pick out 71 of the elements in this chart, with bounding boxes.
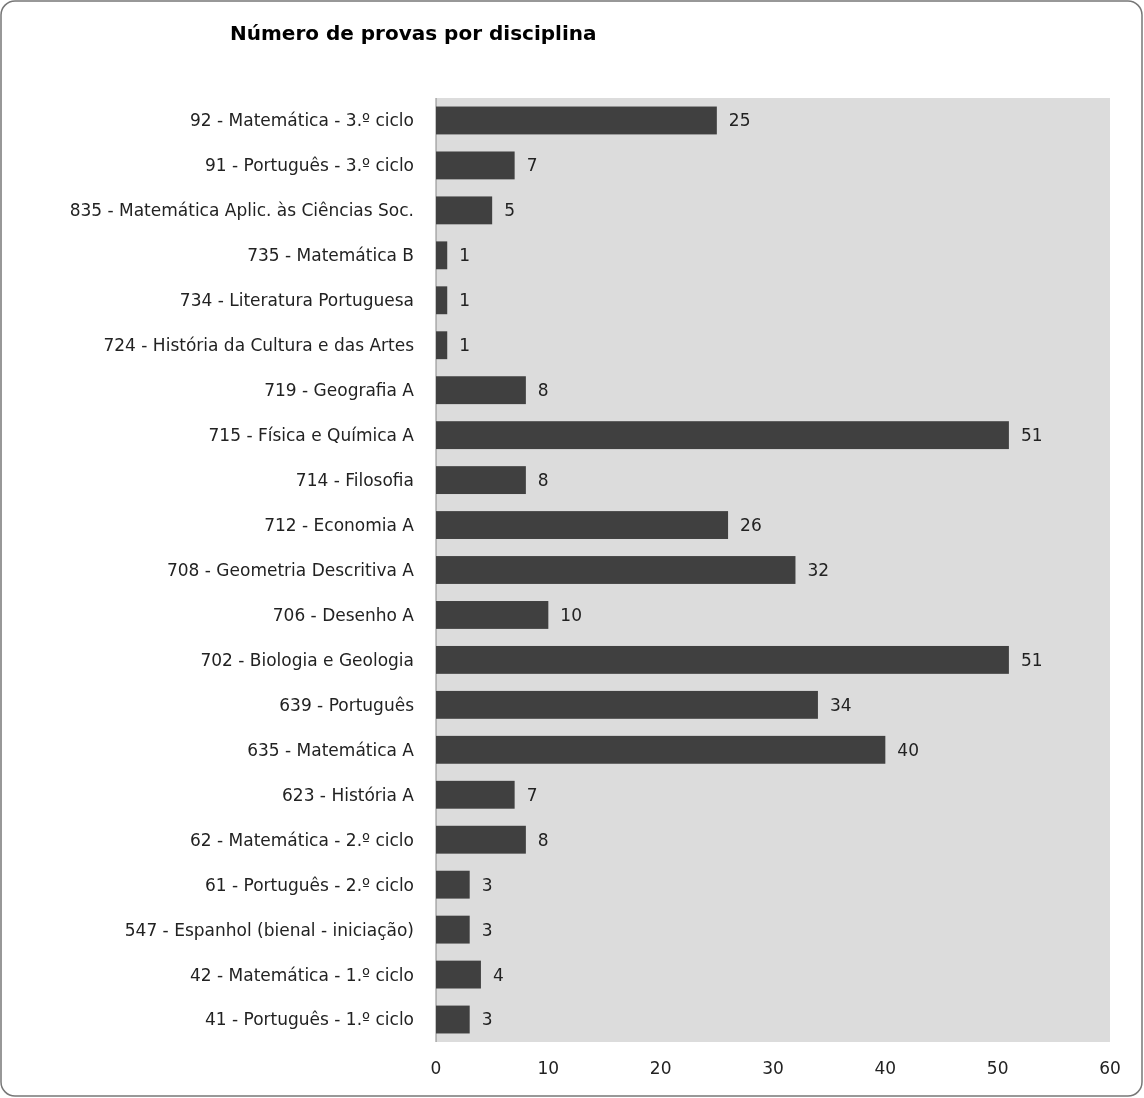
y-tick-label: 735 - Matemática B — [247, 245, 414, 266]
y-tick-label: 639 - Português — [279, 694, 415, 715]
bar — [436, 735, 886, 764]
y-tick-label: 835 - Matemática Aplic. às Ciências Soc. — [69, 200, 414, 221]
bar — [436, 1005, 470, 1034]
data-label: 8 — [537, 829, 549, 850]
bar — [436, 960, 481, 989]
bar — [436, 825, 526, 854]
y-tick-label: 712 - Economia A — [264, 515, 415, 535]
bar — [436, 601, 549, 629]
bar — [436, 780, 515, 809]
data-label: 3 — [481, 1009, 493, 1030]
data-label: 7 — [526, 155, 538, 176]
bar — [436, 421, 1009, 450]
y-tick-label: 623 - História A — [282, 784, 415, 805]
bar — [436, 915, 470, 944]
y-tick-label: 42 - Matemática - 1.º ciclo — [189, 964, 414, 985]
data-label: 26 — [740, 515, 762, 535]
y-tick-label: 635 - Matemática A — [247, 739, 415, 760]
x-tick-label: 10 — [537, 1058, 560, 1078]
data-label: 1 — [459, 245, 471, 266]
x-tick-label: 60 — [1099, 1058, 1121, 1078]
data-label: 40 — [897, 739, 919, 760]
data-label: 4 — [492, 964, 504, 985]
data-label: 51 — [1020, 649, 1043, 670]
data-label: 8 — [537, 380, 549, 401]
bar — [436, 511, 729, 539]
bar — [436, 196, 493, 225]
bar — [436, 331, 448, 360]
y-tick-label: 719 - Geografia A — [264, 380, 415, 401]
data-label: 51 — [1020, 425, 1043, 446]
data-label: 8 — [537, 470, 549, 491]
y-tick-label: 61 - Português - 2.º ciclo — [204, 874, 414, 895]
data-label: 25 — [728, 110, 751, 131]
y-tick-label: 715 - Física e Química A — [208, 425, 415, 446]
chart-title: Número de provas por disciplina — [230, 21, 597, 45]
bar — [436, 241, 448, 270]
bar — [436, 151, 515, 180]
bar — [436, 376, 526, 405]
bar — [436, 870, 470, 899]
x-tick-label: 0 — [430, 1058, 442, 1078]
bar — [436, 690, 818, 719]
bar — [436, 106, 717, 135]
y-tick-label: 714 - Filosofia — [295, 470, 414, 491]
y-tick-label: 734 - Literatura Portuguesa — [179, 290, 414, 311]
y-tick-label: 708 - Geometria Descritiva A — [166, 559, 415, 580]
y-tick-label: 92 - Matemática - 3.º ciclo — [189, 110, 414, 131]
y-tick-label: 724 - História da Cultura e das Artes — [103, 335, 415, 356]
x-tick-label: 50 — [986, 1058, 1009, 1078]
y-tick-label: 91 - Português - 3.º ciclo — [204, 155, 414, 176]
bar — [436, 466, 526, 495]
data-label: 1 — [459, 290, 471, 311]
data-label: 7 — [526, 784, 538, 805]
x-tick-label: 40 — [874, 1058, 897, 1078]
data-label: 3 — [481, 919, 493, 940]
data-label: 10 — [560, 604, 582, 625]
x-tick-label: 30 — [762, 1058, 784, 1078]
y-tick-label: 62 - Matemática - 2.º ciclo — [189, 829, 414, 850]
bar — [436, 645, 1009, 674]
y-tick-label: 547 - Espanhol (bienal - iniciação) — [124, 919, 414, 940]
data-label: 3 — [481, 874, 493, 895]
y-tick-label: 702 - Biologia e Geologia — [200, 649, 414, 670]
data-label: 32 — [807, 559, 830, 580]
x-tick-label: 20 — [649, 1058, 672, 1078]
y-tick-label: 706 - Desenho A — [272, 604, 415, 625]
y-tick-label: 41 - Português - 1.º ciclo — [204, 1009, 414, 1030]
data-label: 34 — [829, 694, 852, 715]
bar — [436, 286, 448, 315]
data-label: 1 — [459, 335, 471, 356]
data-label: 5 — [504, 200, 515, 221]
bar — [436, 556, 796, 584]
